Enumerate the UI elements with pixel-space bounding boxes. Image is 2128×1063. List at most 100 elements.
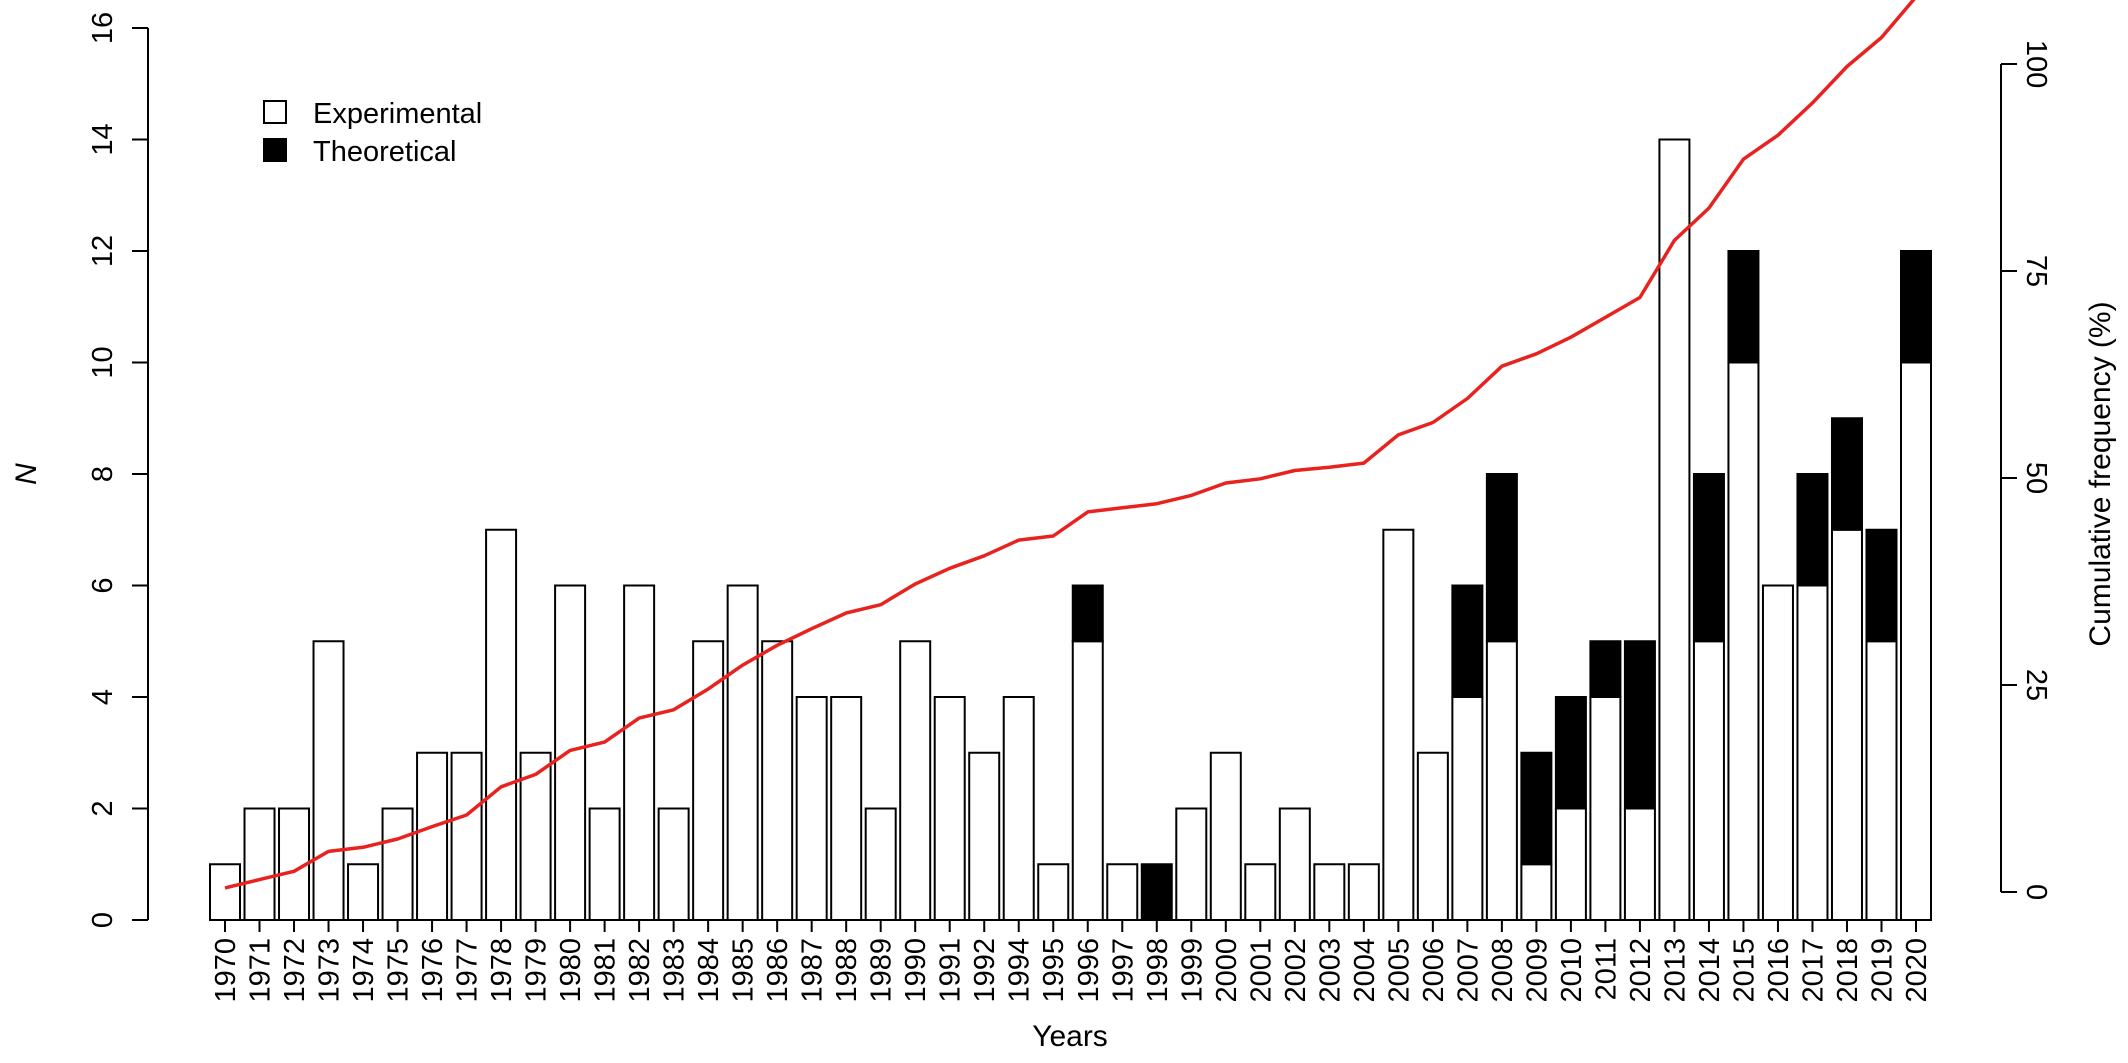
x-tick-label-1999: 1999 <box>1176 938 1208 1003</box>
bar-theoretical-2010 <box>1554 696 1587 810</box>
x-tick-label-1979: 1979 <box>521 938 553 1003</box>
x-axis-title: Years <box>1032 1020 1108 1053</box>
bar-experimental-2008 <box>1485 640 1518 921</box>
legend-swatch-experimental <box>263 100 287 124</box>
x-tick-label-1975: 1975 <box>383 938 415 1003</box>
x-tick-label-2013: 2013 <box>1659 938 1691 1003</box>
y2-axis-title: Cumulative frequency (%) <box>2084 301 2117 646</box>
bar-experimental-2004 <box>1347 863 1380 921</box>
bar-experimental-1995 <box>1037 863 1070 921</box>
bar-experimental-1973 <box>312 640 345 921</box>
bar-experimental-1997 <box>1106 863 1139 921</box>
bar-experimental-1974 <box>347 863 380 921</box>
bar-experimental-1980 <box>554 584 587 921</box>
y2-tick-label-75: 75 <box>2020 255 2052 287</box>
bar-theoretical-2008 <box>1485 473 1518 643</box>
bar-experimental-2018 <box>1830 528 1863 921</box>
x-tick-label-1973: 1973 <box>314 938 346 1003</box>
x-tick-label-1971: 1971 <box>245 938 277 1003</box>
x-tick-label-1992: 1992 <box>969 938 1001 1003</box>
x-tick-label-1970: 1970 <box>210 938 242 1003</box>
bar-experimental-2011 <box>1589 696 1622 921</box>
bar-experimental-1978 <box>485 528 518 921</box>
x-tick-label-1995: 1995 <box>1038 938 1070 1003</box>
x-axis: 1970 1971 1972 1973 1974 1975 1976 1977 1978 1979… <box>210 919 1933 1003</box>
bar-experimental-1976 <box>416 751 449 921</box>
bar-theoretical-1996 <box>1071 584 1104 643</box>
bar-experimental-2012 <box>1623 807 1656 921</box>
y-tick-label-0: 0 <box>87 912 119 928</box>
x-tick-label-1983: 1983 <box>659 938 691 1003</box>
bar-experimental-2007 <box>1451 696 1484 921</box>
y-tick-label-4: 4 <box>87 689 119 705</box>
bar-experimental-2014 <box>1692 640 1725 921</box>
bar-theoretical-2012 <box>1623 640 1656 810</box>
x-tick-label-2016: 2016 <box>1763 938 1795 1003</box>
bar-experimental-1981 <box>588 807 621 921</box>
y2-tick-label-25: 25 <box>2020 669 2052 701</box>
legend-label-theoretical: Theoretical <box>313 136 456 168</box>
x-tick-label-2011: 2011 <box>1590 938 1622 1000</box>
bars-layer <box>209 138 1932 921</box>
x-tick-label-2005: 2005 <box>1383 938 1415 1003</box>
x-tick-label-2009: 2009 <box>1521 938 1553 1003</box>
bar-experimental-1991 <box>933 696 966 921</box>
x-tick-label-1974: 1974 <box>348 938 380 1003</box>
y-axis-title: N <box>10 463 43 485</box>
x-tick-label-2010: 2010 <box>1556 938 1588 1003</box>
right-y-axis: 0 25 50 75 100 <box>2000 40 2052 900</box>
x-tick-label-2020: 2020 <box>1901 938 1933 1003</box>
x-tick-label-2008: 2008 <box>1487 938 1519 1003</box>
x-tick-label-1984: 1984 <box>693 938 725 1003</box>
x-tick-label-2002: 2002 <box>1280 938 1312 1003</box>
bar-experimental-2020 <box>1900 361 1932 921</box>
x-tick-label-1998: 1998 <box>1142 938 1174 1003</box>
bar-experimental-1987 <box>795 696 828 921</box>
x-tick-label-2003: 2003 <box>1314 938 1346 1003</box>
y-tick-label-10: 10 <box>87 346 119 378</box>
x-tick-label-2017: 2017 <box>1797 938 1829 1003</box>
x-tick-label-1985: 1985 <box>728 938 760 1003</box>
bar-experimental-1992 <box>968 751 1001 921</box>
bar-experimental-2015 <box>1727 361 1760 921</box>
bar-experimental-1983 <box>657 807 690 921</box>
bar-theoretical-2018 <box>1830 417 1863 531</box>
bar-experimental-1986 <box>761 640 794 921</box>
bar-experimental-1970 <box>209 863 241 921</box>
bar-experimental-2010 <box>1554 807 1587 921</box>
x-tick-label-2001: 2001 <box>1245 938 1277 1003</box>
bar-experimental-1982 <box>623 584 656 921</box>
legend-label-experimental: Experimental <box>313 98 482 130</box>
x-tick-label-2007: 2007 <box>1452 938 1484 1003</box>
y-tick-label-14: 14 <box>87 123 119 155</box>
legend-swatch-theoretical <box>263 138 287 162</box>
left-y-axis: 0 2 4 6 8 10 12 14 16 <box>87 12 149 928</box>
y2-tick-label-0: 0 <box>2020 884 2052 900</box>
x-tick-label-1996: 1996 <box>1073 938 1105 1003</box>
x-tick-label-1990: 1990 <box>900 938 932 1003</box>
bar-experimental-2001 <box>1244 863 1277 921</box>
bar-experimental-2002 <box>1278 807 1311 921</box>
bar-experimental-1994 <box>1002 696 1035 921</box>
bar-experimental-2000 <box>1209 751 1242 921</box>
y-tick-label-8: 8 <box>87 466 119 482</box>
bar-experimental-2016 <box>1761 584 1794 921</box>
x-tick-label-2012: 2012 <box>1625 938 1657 1003</box>
bar-theoretical-2017 <box>1796 473 1829 587</box>
x-tick-label-2000: 2000 <box>1211 938 1243 1003</box>
bar-theoretical-2009 <box>1520 751 1553 866</box>
y2-tick-label-100: 100 <box>2020 40 2052 88</box>
bar-experimental-1999 <box>1175 807 1208 921</box>
bar-experimental-2005 <box>1382 528 1415 921</box>
x-tick-label-1991: 1991 <box>935 938 967 1003</box>
cumulative-frequency-line <box>224 0 1916 890</box>
bar-experimental-2013 <box>1658 138 1691 921</box>
y-tick-label-12: 12 <box>87 235 119 267</box>
x-tick-label-1986: 1986 <box>762 938 794 1003</box>
bar-experimental-1971 <box>243 807 276 921</box>
x-tick-label-1981: 1981 <box>590 938 622 1003</box>
y2-tick-label-50: 50 <box>2020 462 2052 494</box>
x-tick-label-1978: 1978 <box>486 938 518 1003</box>
y-tick-label-6: 6 <box>87 577 119 593</box>
